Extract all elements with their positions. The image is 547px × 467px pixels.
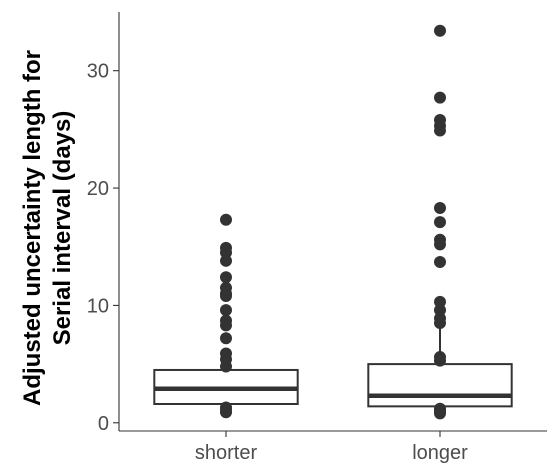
outlier-point [220,254,232,267]
x-tick-label: shorter [195,442,258,464]
y-axis-title-line-2: Serial interval (days) [49,111,76,346]
outlier-point [220,319,232,332]
outlier-point [434,202,446,215]
outlier-point [434,91,446,104]
outlier-point [434,304,446,317]
box-longer [367,363,513,408]
outlier-point [220,290,232,303]
outlier-point [220,332,232,345]
y-axis-title-line-1: Adjusted uncertainty length for [19,50,46,406]
y-tick-label: 0 [98,413,109,435]
outlier-point [220,304,232,317]
outlier-point [434,216,446,229]
y-tick-label: 20 [87,178,109,200]
outlier-point [434,317,446,330]
outlier-point [220,360,232,373]
outlier-point [434,24,446,37]
outlier-point [434,255,446,268]
outlier-point [434,238,446,251]
outlier-point [434,407,446,420]
plot-area: 0 10 20 30 shorter longer [87,12,547,464]
outlier-point [220,246,232,259]
y-tick-label: 10 [87,295,109,317]
outlier-point [220,406,232,419]
outlier-point [220,271,232,284]
x-tick-label: longer [412,442,468,464]
outlier-point [434,124,446,137]
outlier-point [434,295,446,308]
outlier-point [434,354,446,367]
y-tick-label: 30 [87,61,109,83]
outlier-point [220,213,232,226]
